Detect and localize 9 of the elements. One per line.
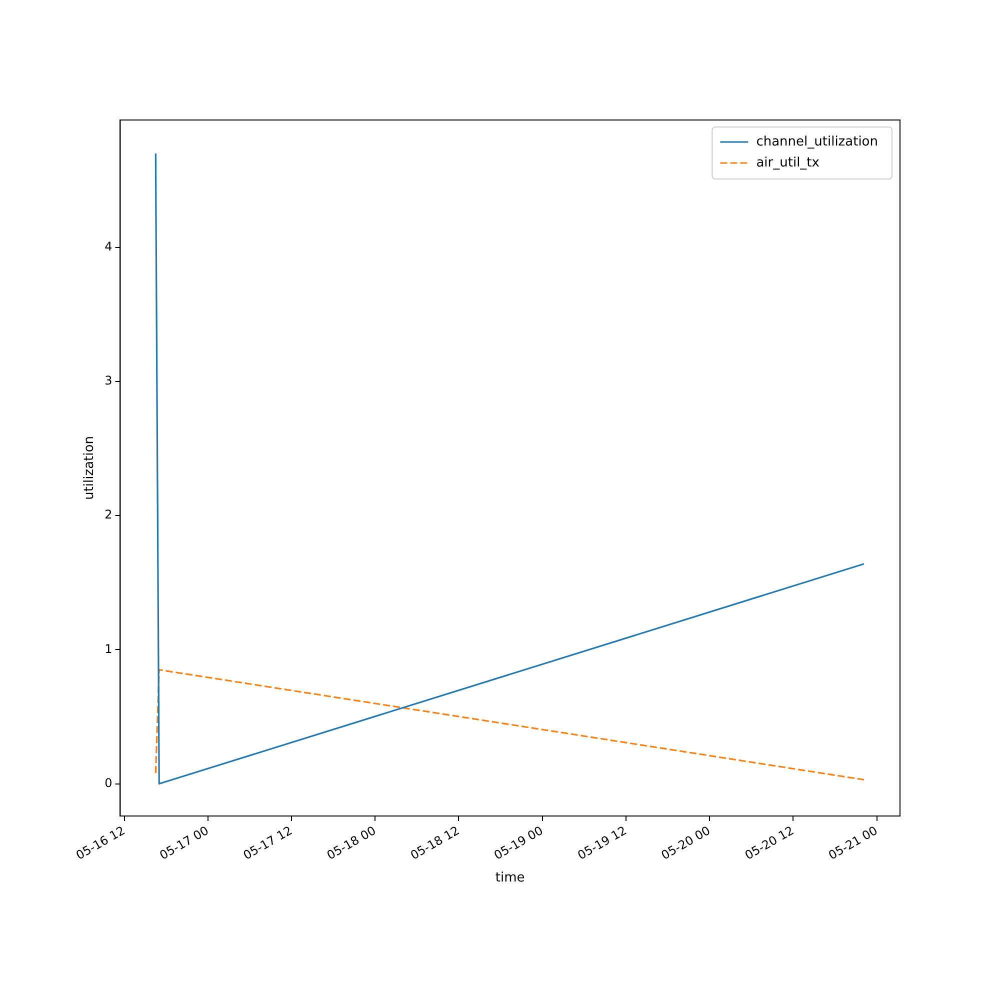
y-tick-label: 4 bbox=[104, 240, 112, 254]
y-tick-label: 0 bbox=[104, 776, 112, 790]
legend-label: air_util_tx bbox=[756, 155, 820, 170]
y-axis-title: utilization bbox=[82, 436, 98, 500]
y-tick-label: 1 bbox=[104, 642, 112, 656]
y-tick-label: 3 bbox=[104, 374, 112, 388]
legend-label: channel_utilization bbox=[756, 134, 878, 150]
y-tick-label: 2 bbox=[104, 508, 112, 522]
x-axis-title: time bbox=[495, 870, 525, 886]
